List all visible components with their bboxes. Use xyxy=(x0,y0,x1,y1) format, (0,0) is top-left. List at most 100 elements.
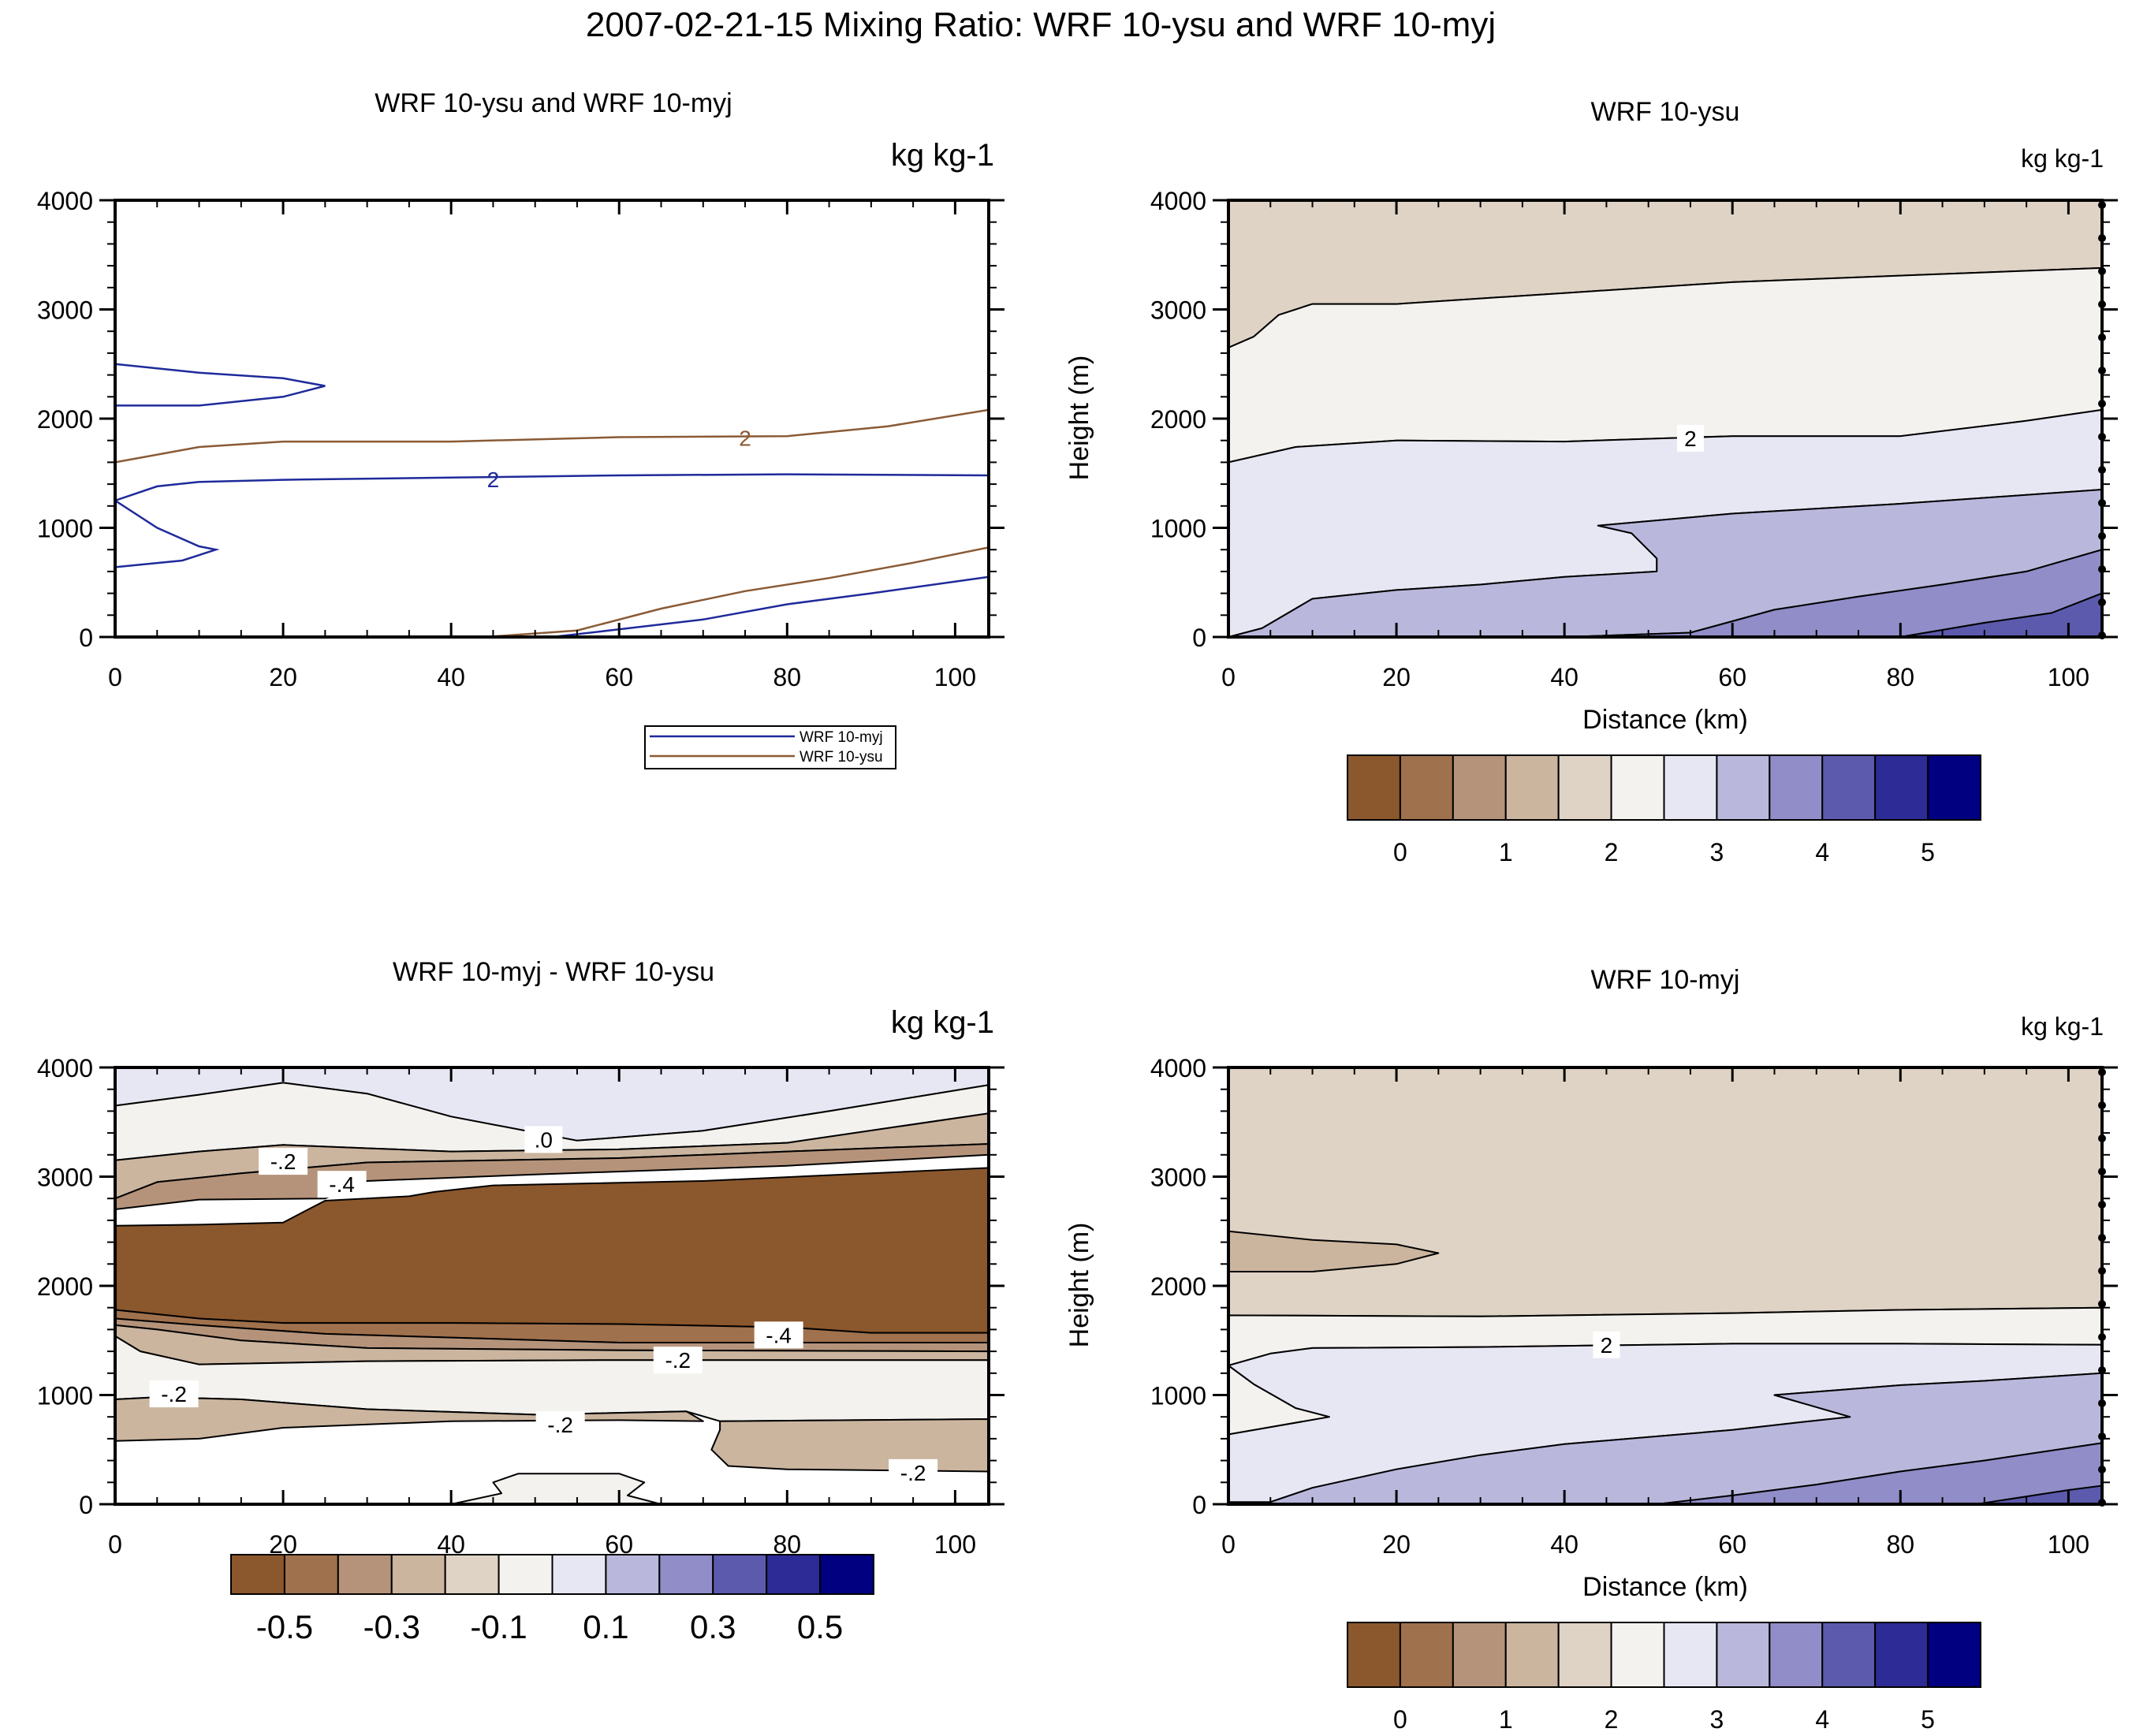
y-tick-label: 1000 xyxy=(1150,1382,1206,1410)
colorbar-label: 3 xyxy=(1710,838,1724,866)
y-tick-label: 0 xyxy=(1192,624,1206,652)
grid-point-marker xyxy=(2098,400,2106,408)
grid-point-marker xyxy=(2098,1168,2106,1175)
y-tick-label: 1000 xyxy=(1150,515,1206,543)
contour-fill-diff-11 xyxy=(450,1473,662,1504)
x-tick-label: 60 xyxy=(1718,1530,1746,1559)
contour-fill-myj-7 xyxy=(1975,1485,2102,1504)
colorbar-swatch xyxy=(1874,1622,1929,1688)
colorbar-label: 4 xyxy=(1815,1705,1829,1734)
x-tick-label: 60 xyxy=(1718,663,1746,691)
grid-point-marker xyxy=(2098,433,2106,441)
y-axis-label: Height (m) xyxy=(1064,1223,1094,1348)
y-tick-label: 0 xyxy=(1192,1491,1206,1519)
contour-label: 2 xyxy=(1601,1333,1613,1358)
x-tick-label: 40 xyxy=(1550,1530,1578,1559)
x-axis-label: Distance (km) xyxy=(1582,705,1748,735)
grid-point-marker xyxy=(2098,1267,2106,1275)
legend-label-ysu: WRF 10-ysu xyxy=(800,749,883,766)
colorbar-swatch xyxy=(1663,754,1718,821)
colorbar-swatch xyxy=(1347,1622,1401,1688)
colorbar-swatch xyxy=(1504,1622,1560,1688)
x-tick-label: 100 xyxy=(934,663,976,691)
y-tick-label: 2000 xyxy=(37,1272,93,1301)
contour-label-box xyxy=(259,1148,308,1175)
y-tick-label: 1000 xyxy=(37,515,93,543)
colorbar-label: -0.5 xyxy=(256,1608,313,1645)
colorbar-swatch xyxy=(1452,754,1507,821)
contour-label: -.2 xyxy=(161,1382,187,1406)
contour-line-wrf-10-myj-2 xyxy=(115,499,220,568)
contour-line-wrf-10-myj-1 xyxy=(115,363,326,407)
y-tick-label: 3000 xyxy=(1150,296,1206,325)
y-tick-label: 2000 xyxy=(1150,405,1206,434)
x-tick-label: 100 xyxy=(2048,663,2089,691)
contour-label: -.4 xyxy=(766,1323,792,1347)
colorbar-swatch xyxy=(1769,1622,1824,1688)
colorbar-label: 1 xyxy=(1499,838,1513,866)
colorbar-label: 3 xyxy=(1710,1705,1724,1734)
panel-title-ysu: WRF 10-ysu xyxy=(1591,97,1740,127)
contour-fill-myj-4 xyxy=(1228,1365,1330,1436)
y-tick-label: 4000 xyxy=(37,187,93,215)
panel-diff: WRF 10-myj - WRF 10-ysu kg kg-1 .0 -.2 -.4… xyxy=(37,957,1004,1645)
figure-title: 2007-02-21-15 Mixing Ratio: WRF 10-ysu a… xyxy=(586,6,1496,44)
colorbar-label: 0.3 xyxy=(690,1608,736,1645)
colorbar-label: 0.5 xyxy=(797,1608,843,1645)
colorbar-swatch xyxy=(1504,754,1560,821)
x-tick-label: 40 xyxy=(437,663,465,691)
x-tick-label: 20 xyxy=(269,663,297,691)
colorbar-label: 1 xyxy=(1499,1705,1513,1734)
x-tick-label: 40 xyxy=(1550,663,1578,691)
colorbar-swatch xyxy=(390,1554,446,1595)
units-label-diff: kg kg-1 xyxy=(891,1005,994,1040)
colorbar-swatch xyxy=(605,1554,661,1595)
colorbar-swatch xyxy=(337,1554,393,1595)
y-tick-label: 3000 xyxy=(1150,1164,1206,1192)
grid-point-marker xyxy=(2098,1366,2106,1374)
grid-point-marker xyxy=(2098,1134,2106,1142)
y-tick-label: 3000 xyxy=(37,1164,93,1192)
grid-point-marker xyxy=(2098,1333,2106,1341)
contour-label-box xyxy=(317,1171,367,1198)
x-tick-label: 0 xyxy=(1221,663,1236,691)
panel-title-myj: WRF 10-myj xyxy=(1591,965,1740,995)
colorbar-swatch xyxy=(1557,754,1612,821)
grid-point-marker xyxy=(2098,1300,2106,1308)
colorbar-swatch xyxy=(1769,754,1824,821)
colorbar-swatch xyxy=(1821,754,1877,821)
x-tick-label: 0 xyxy=(108,663,122,691)
grid-point-marker xyxy=(2098,631,2106,639)
x-tick-label: 80 xyxy=(773,663,802,691)
contour-line-wrf-10-myj-3 xyxy=(551,576,989,637)
contour-label: -.2 xyxy=(900,1461,926,1485)
legend-box xyxy=(644,725,896,769)
contour-label-box xyxy=(754,1321,803,1349)
contour-label-box xyxy=(1676,424,1704,452)
colorbar-swatch xyxy=(1927,1622,1981,1688)
grid-point-marker xyxy=(2098,532,2106,540)
units-label-ysu: kg kg-1 xyxy=(2021,144,2104,173)
colorbar-label: 0 xyxy=(1393,838,1407,866)
legend-label-myj: WRF 10-myj xyxy=(800,729,883,746)
x-tick-label: 80 xyxy=(1887,663,1915,691)
contour-label: 2 xyxy=(1684,427,1697,451)
grid-point-marker xyxy=(2098,1201,2106,1209)
y-axis-label: Height (m) xyxy=(1064,356,1094,481)
y-tick-label: 4000 xyxy=(1150,187,1206,215)
colorbar-label: -0.1 xyxy=(470,1608,527,1645)
x-tick-label: 20 xyxy=(1382,663,1411,691)
colorbar-swatch xyxy=(1874,754,1929,821)
colorbar-label: 5 xyxy=(1921,838,1935,866)
colorbar-swatch xyxy=(712,1554,768,1595)
colorbar-label: 2 xyxy=(1605,838,1619,866)
colorbar-swatch xyxy=(766,1554,822,1595)
colorbar-swatch xyxy=(1821,1622,1877,1688)
grid-point-marker xyxy=(2098,333,2106,341)
grid-point-marker xyxy=(2098,367,2106,374)
grid-point-marker xyxy=(2098,466,2106,474)
units-label-myj: kg kg-1 xyxy=(2021,1012,2104,1041)
